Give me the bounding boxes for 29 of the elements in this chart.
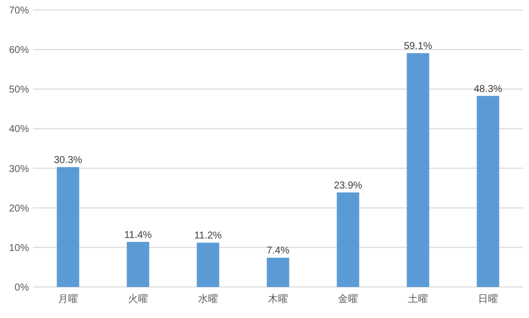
bar — [126, 242, 150, 287]
x-tick-label: 土曜 — [408, 293, 428, 305]
y-tick-label: 50% — [8, 84, 30, 96]
bar — [266, 258, 290, 287]
data-label: 30.3% — [54, 155, 82, 166]
x-tick-label: 木曜 — [268, 293, 288, 305]
data-label: 11.4% — [124, 230, 152, 241]
bar — [56, 167, 80, 287]
x-tick-label: 月曜 — [58, 293, 78, 305]
y-tick-label: 10% — [8, 242, 30, 254]
x-tick-label: 金曜 — [338, 293, 358, 305]
y-tick-label: 30% — [8, 164, 30, 175]
y-tick-label: 20% — [8, 203, 30, 214]
bar — [476, 96, 500, 287]
y-tick-label: 0% — [14, 282, 30, 294]
bar — [336, 192, 360, 287]
data-label: 7.4% — [266, 246, 290, 257]
x-tick-label: 日曜 — [478, 293, 498, 305]
x-tick-label: 水曜 — [198, 293, 218, 305]
bar — [406, 53, 430, 287]
y-tick-label: 60% — [8, 45, 30, 56]
data-label: 11.2% — [194, 230, 222, 242]
data-label: 23.9% — [334, 180, 362, 192]
data-label: 48.3% — [474, 84, 502, 95]
y-tick-label: 40% — [8, 124, 30, 136]
bar — [196, 242, 220, 287]
x-tick-label: 火曜 — [128, 293, 148, 305]
y-tick-label: 70% — [8, 6, 30, 16]
data-label: 59.1% — [404, 41, 432, 52]
